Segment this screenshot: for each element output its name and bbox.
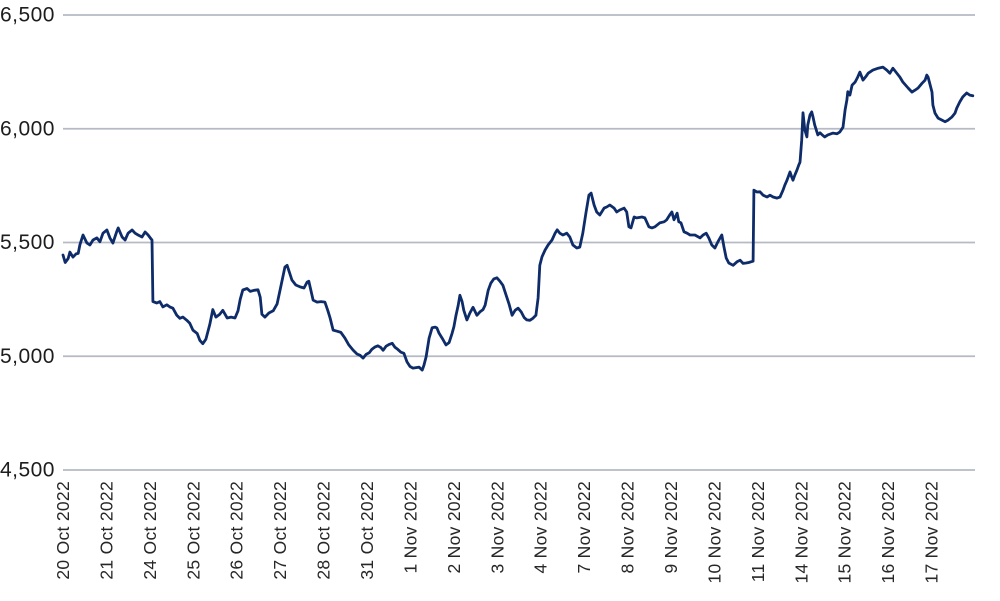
x-axis-date-label: 1 Nov 2022 — [400, 481, 420, 574]
x-axis-date-label: 2 Nov 2022 — [444, 481, 464, 574]
x-axis-date-label: 15 Nov 2022 — [835, 481, 855, 584]
y-axis-tick-label: 5,000 — [0, 345, 55, 368]
y-axis-tick-label: 4,500 — [0, 459, 55, 482]
x-axis-date-label: 28 Oct 2022 — [314, 481, 334, 580]
x-axis-date-label: 17 Nov 2022 — [922, 481, 942, 584]
x-axis-date-label: 20 Oct 2022 — [53, 481, 73, 580]
x-axis-date-label: 24 Oct 2022 — [140, 481, 160, 580]
x-axis-date-label: 10 Nov 2022 — [704, 481, 724, 584]
y-axis-tick-label: 6,000 — [0, 117, 55, 140]
x-axis-date-label: 4 Nov 2022 — [531, 481, 551, 574]
y-axis-tick-label: 6,500 — [0, 4, 55, 27]
x-axis-date-label: 9 Nov 2022 — [661, 481, 681, 574]
y-axis-tick-label: 5,500 — [0, 231, 55, 254]
x-axis-date-label: 25 Oct 2022 — [183, 481, 203, 580]
x-axis-date-label: 31 Oct 2022 — [357, 481, 377, 580]
x-axis-date-label: 7 Nov 2022 — [574, 481, 594, 574]
x-axis-date-label: 8 Nov 2022 — [618, 481, 638, 574]
x-axis-date-label: 27 Oct 2022 — [270, 481, 290, 580]
x-axis-date-label: 11 Nov 2022 — [748, 481, 768, 582]
price-line — [61, 65, 975, 372]
x-axis-date-label: 3 Nov 2022 — [487, 481, 507, 574]
x-axis-date-label: 14 Nov 2022 — [791, 481, 811, 584]
x-axis-date-label: 21 Oct 2022 — [96, 481, 116, 580]
x-axis-date-label: 26 Oct 2022 — [227, 481, 247, 580]
x-axis-date-label: 16 Nov 2022 — [878, 481, 898, 584]
